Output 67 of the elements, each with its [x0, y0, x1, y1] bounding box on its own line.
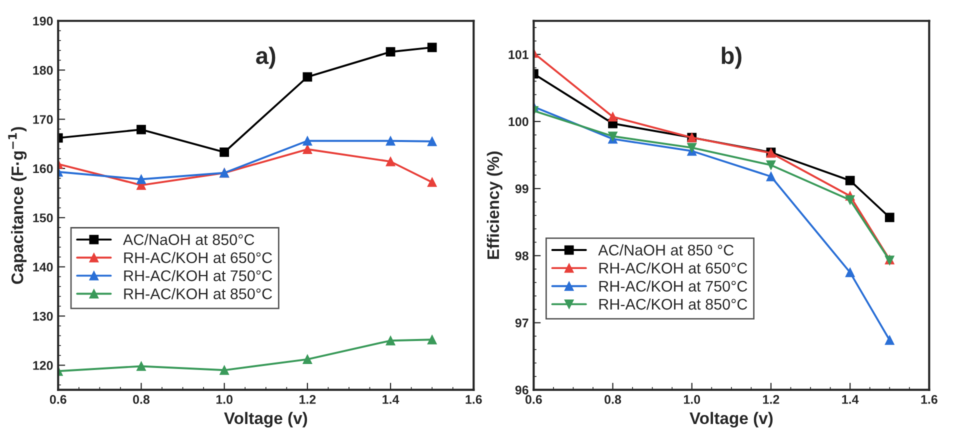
x-tick-label: 1.0	[216, 395, 233, 404]
point	[427, 42, 437, 52]
point	[136, 174, 146, 184]
point	[386, 156, 396, 166]
y-tick-label: 98	[515, 251, 528, 260]
y-tick-label: 97	[515, 318, 528, 328]
point	[845, 176, 855, 186]
point	[136, 124, 146, 134]
point	[302, 136, 312, 146]
x-tick-label: 1.6	[921, 395, 938, 404]
point	[845, 195, 855, 205]
legend-label: RH-AC/KOH at 750°C	[599, 280, 748, 292]
y-tick-label: 96	[515, 386, 528, 394]
x-tick-label: 1.2	[763, 395, 780, 404]
x-tick-label: 0.6	[525, 395, 542, 404]
y-tick-label: 150	[33, 213, 53, 222]
point	[302, 144, 312, 154]
x-axis-title: Voltage (v)	[224, 412, 308, 428]
point	[845, 268, 855, 278]
y-axis-title: Capacitance (F·g$^{−1}$)	[8, 127, 27, 284]
point	[766, 172, 776, 182]
x-tick-label: 1.2	[300, 395, 316, 404]
y-tick-label: 99	[515, 184, 528, 194]
point	[220, 148, 230, 157]
point	[136, 362, 146, 371]
point	[386, 136, 396, 146]
point	[386, 47, 396, 57]
legend-label: RH-AC/KOH at 850°C	[599, 298, 748, 310]
legend-label: AC/NaOH at 850°C	[123, 234, 254, 246]
x-tick-label: 1.4	[382, 395, 400, 404]
point	[427, 178, 437, 187]
point	[766, 160, 776, 170]
annotation: a)	[256, 46, 276, 69]
point	[884, 336, 894, 345]
y-tick-label: 190	[33, 16, 53, 26]
x-tick-label: 0.8	[133, 395, 150, 404]
y-tick-label: 160	[33, 164, 53, 174]
point	[608, 132, 618, 141]
legend-label: RH-AC/KOH at 650°C	[599, 262, 748, 274]
point	[427, 136, 437, 146]
point	[220, 365, 230, 375]
x-tick-label: 1.0	[684, 395, 700, 404]
legend-label: RH-AC/KOH at 850°C	[124, 288, 272, 300]
point	[687, 142, 697, 152]
x-axis-title: Voltage (v)	[690, 412, 773, 428]
point	[302, 354, 312, 364]
y-tick-label: 120	[33, 361, 53, 370]
x-tick-label: 0.8	[604, 395, 622, 404]
legend-label: AC/NaOH at 850 °C	[598, 244, 734, 256]
point	[884, 212, 894, 222]
point	[427, 334, 437, 344]
legend-label: RH-AC/KOH at 750°C	[124, 270, 272, 282]
y-tick-label: 130	[33, 312, 53, 321]
x-tick-label: 0.6	[50, 395, 66, 404]
point	[302, 72, 312, 82]
x-tick-label: 1.6	[466, 395, 482, 404]
point	[386, 336, 396, 346]
point	[608, 112, 618, 122]
y-tick-label: 101	[508, 50, 528, 60]
y-axis-title: Efficiency (%)	[486, 152, 502, 259]
y-tick-label: 140	[33, 262, 53, 272]
y-tick-label: 100	[508, 117, 528, 126]
annotation: b)	[722, 46, 742, 69]
x-tick-label: 1.4	[842, 395, 859, 404]
legend-label: RH-AC/KOH at 650°C	[124, 252, 272, 264]
y-tick-label: 170	[33, 115, 53, 124]
y-tick-label: 180	[33, 66, 53, 75]
